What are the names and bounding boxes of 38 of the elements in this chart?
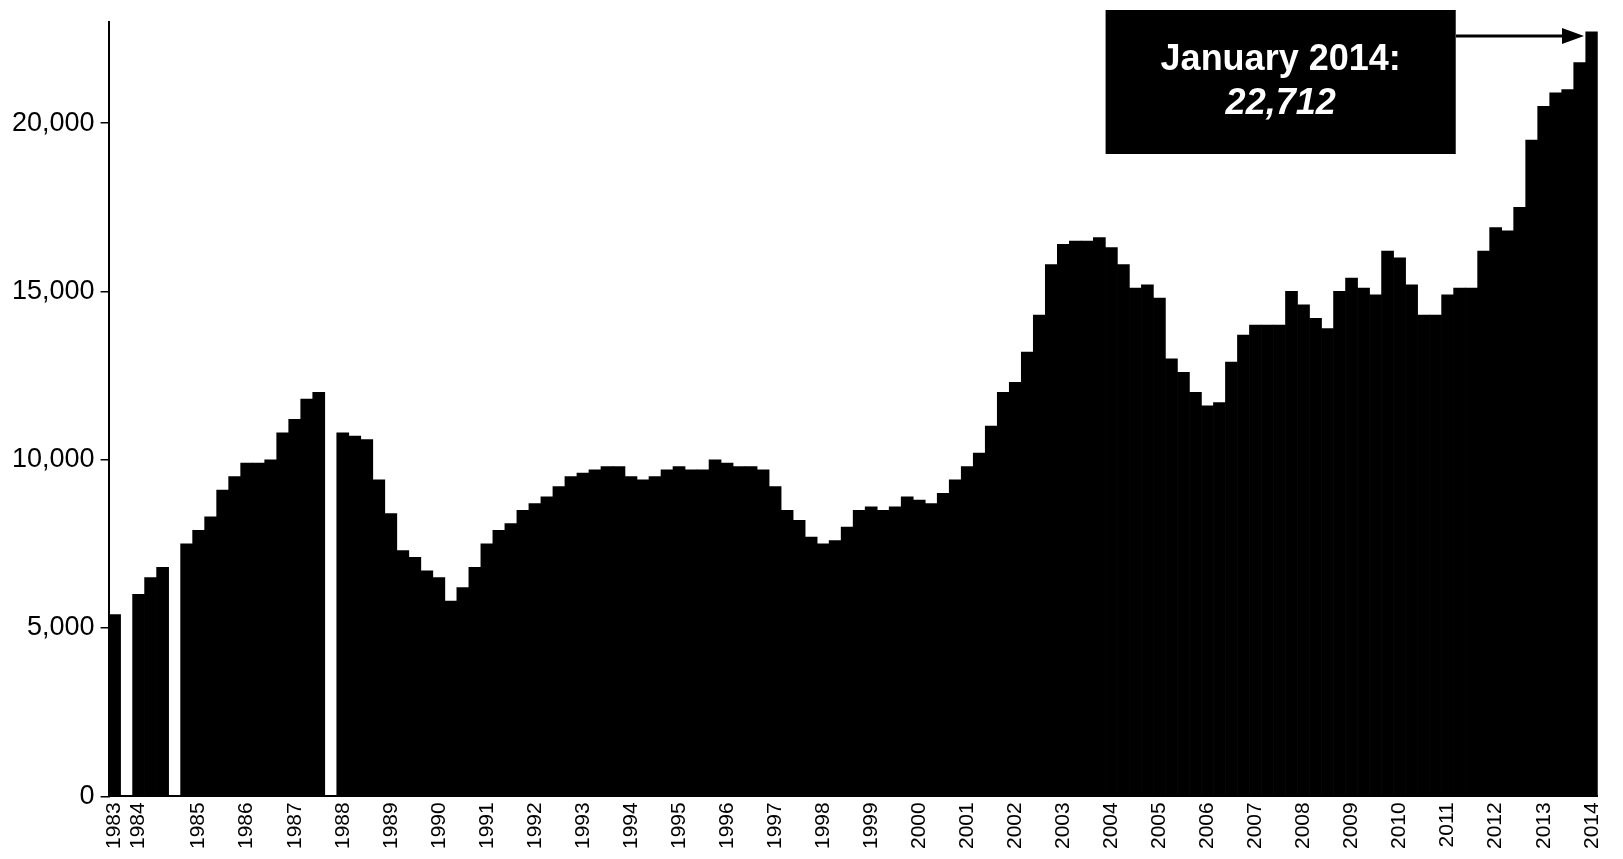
x-tick-label: 2009 bbox=[1338, 802, 1362, 849]
x-tick-label: 1989 bbox=[377, 802, 401, 849]
x-tick-label: 1990 bbox=[425, 802, 449, 849]
y-tick-label: 15,000 bbox=[11, 274, 95, 305]
y-tick-label: 20,000 bbox=[11, 106, 95, 137]
x-tick-label: 1988 bbox=[329, 802, 353, 849]
x-tick-label: 1986 bbox=[233, 802, 257, 849]
x-tick-label: 1993 bbox=[569, 802, 593, 849]
x-tick-label: 2002 bbox=[1002, 802, 1026, 849]
x-tick-label: 1983 bbox=[101, 802, 125, 849]
x-tick-label: 2006 bbox=[1194, 802, 1218, 849]
y-tick-label: 10,000 bbox=[11, 443, 95, 474]
x-tick-label: 2000 bbox=[906, 802, 930, 849]
x-tick-label: 1996 bbox=[713, 802, 737, 849]
x-tick-label: 1999 bbox=[857, 802, 881, 849]
y-tick-label: 5,000 bbox=[27, 611, 95, 642]
x-tick-label: 2001 bbox=[954, 802, 978, 849]
x-tick-label: 1985 bbox=[185, 802, 209, 849]
x-tick-label: 2005 bbox=[1146, 802, 1170, 849]
x-tick-label: 1992 bbox=[521, 802, 545, 849]
x-tick-label: 2003 bbox=[1050, 802, 1074, 849]
x-tick-label: 1997 bbox=[761, 802, 785, 849]
x-tick-label: 1994 bbox=[617, 801, 641, 849]
x-tick-label: 1984 bbox=[125, 801, 149, 849]
x-tick-label: 2008 bbox=[1290, 802, 1314, 849]
x-tick-label: 2014 bbox=[1578, 801, 1602, 849]
x-tick-label: 2012 bbox=[1482, 802, 1506, 849]
x-tick-label: 1995 bbox=[665, 802, 689, 849]
annotation: January 2014: 22,712 bbox=[1160, 36, 1401, 122]
x-tick-label: 2007 bbox=[1242, 802, 1266, 849]
x-tick-label: 2010 bbox=[1386, 802, 1410, 849]
x-tick-label: 2004 bbox=[1098, 801, 1122, 849]
x-tick-label: 2011 bbox=[1434, 802, 1458, 848]
x-tick-label: 1991 bbox=[473, 802, 497, 849]
x-tick-label: 1987 bbox=[281, 802, 305, 849]
y-tick-label: 0 bbox=[79, 779, 95, 810]
x-tick-label: 2013 bbox=[1530, 802, 1554, 849]
x-tick-label: 1998 bbox=[809, 802, 833, 849]
